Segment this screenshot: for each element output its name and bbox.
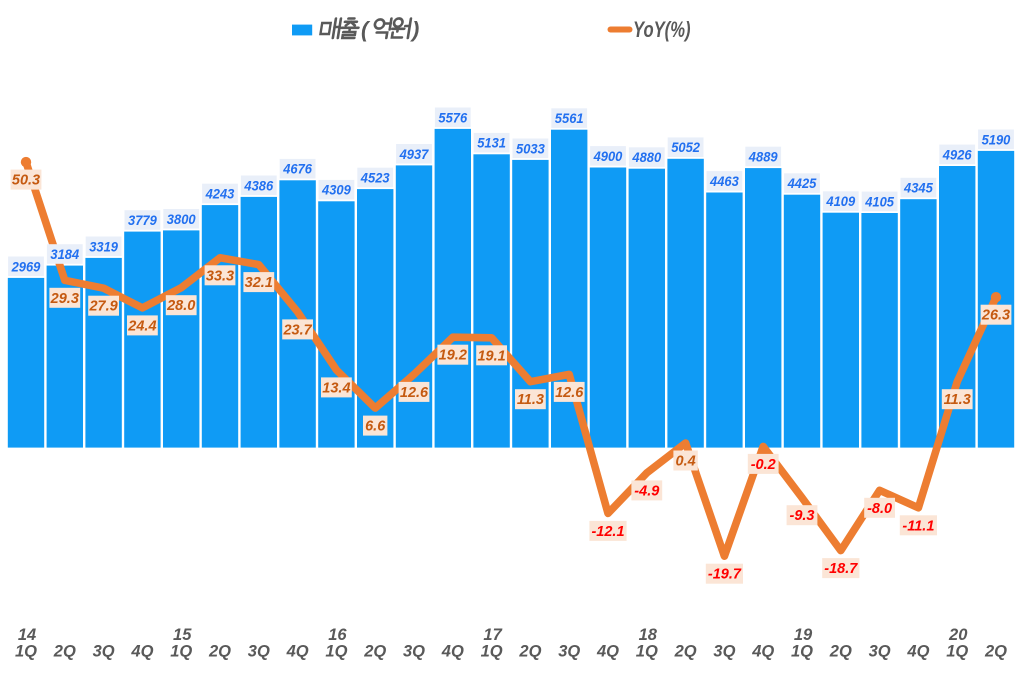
svg-text:16: 16 [328,626,347,644]
svg-text:4926: 4926 [942,146,972,162]
svg-text:-8.0: -8.0 [867,501,892,517]
svg-text:4880: 4880 [631,149,661,165]
svg-text:4Q: 4Q [906,643,929,661]
svg-text:4523: 4523 [360,170,390,186]
svg-text:4463: 4463 [709,173,739,189]
svg-text:3800: 3800 [167,211,196,227]
svg-text:32.1: 32.1 [245,275,273,291]
svg-text:-4.9: -4.9 [634,483,659,499]
svg-text:3Q: 3Q [93,643,115,661]
svg-text:3779: 3779 [128,212,157,228]
svg-text:19.2: 19.2 [439,348,467,364]
svg-text:18: 18 [639,626,658,644]
svg-text:-11.1: -11.1 [902,518,934,534]
svg-text:4937: 4937 [399,146,430,162]
svg-text:4345: 4345 [903,180,933,196]
svg-text:28.0: 28.0 [166,298,195,314]
svg-text:1Q: 1Q [15,643,37,661]
svg-text:3Q: 3Q [558,643,580,661]
svg-text:5033: 5033 [516,140,545,156]
svg-text:2969: 2969 [11,258,41,274]
svg-text:23.7: 23.7 [282,322,312,338]
svg-text:4309: 4309 [321,182,351,198]
svg-text:4676: 4676 [282,161,312,177]
svg-text:YoY(%): YoY(%) [633,17,691,42]
svg-text:-19.7: -19.7 [708,567,742,583]
svg-text:1Q: 1Q [946,643,968,661]
svg-text:3Q: 3Q [248,643,270,661]
svg-text:4425: 4425 [787,175,817,191]
svg-text:4Q: 4Q [441,643,464,661]
svg-text:26.3: 26.3 [981,308,1010,324]
svg-text:5131: 5131 [477,135,506,151]
svg-text:3Q: 3Q [713,643,735,661]
svg-text:13.4: 13.4 [322,380,350,396]
svg-text:1Q: 1Q [481,643,503,661]
svg-text:2Q: 2Q [518,643,541,661]
svg-text:2Q: 2Q [208,643,231,661]
svg-text:1Q: 1Q [636,643,658,661]
svg-text:-18.7: -18.7 [824,561,858,577]
svg-text:27.9: 27.9 [88,299,117,315]
svg-text:-12.1: -12.1 [591,524,624,540]
svg-text:5190: 5190 [982,131,1011,147]
svg-text:1Q: 1Q [170,643,192,661]
svg-text:3Q: 3Q [403,643,425,661]
svg-text:5052: 5052 [671,139,700,155]
svg-text:5561: 5561 [555,110,584,126]
svg-text:19.1: 19.1 [477,348,505,364]
svg-text:14: 14 [18,626,36,644]
svg-text:1Q: 1Q [325,643,347,661]
svg-text:15: 15 [173,626,192,644]
svg-text:4Q: 4Q [751,643,774,661]
svg-text:4Q: 4Q [596,643,619,661]
svg-text:50.3: 50.3 [12,173,40,189]
svg-text:4Q: 4Q [286,643,309,661]
svg-text:19: 19 [794,626,813,644]
svg-text:-9.3: -9.3 [790,508,815,524]
svg-text:5576: 5576 [438,109,467,125]
svg-text:2Q: 2Q [674,643,697,661]
svg-text:2Q: 2Q [363,643,386,661]
svg-text:4243: 4243 [205,186,235,202]
svg-text:29.3: 29.3 [50,291,79,307]
svg-text:2Q: 2Q [53,643,76,661]
svg-text:1Q: 1Q [791,643,813,661]
svg-text:-0.2: -0.2 [751,457,776,473]
svg-text:3319: 3319 [89,238,118,254]
svg-text:0.4: 0.4 [676,454,696,470]
svg-text:12.6: 12.6 [400,385,429,401]
svg-text:4109: 4109 [825,193,855,209]
svg-text:17: 17 [483,626,502,644]
svg-text:4Q: 4Q [130,643,153,661]
svg-text:11.3: 11.3 [944,392,971,408]
svg-text:6.6: 6.6 [365,419,386,435]
svg-text:3184: 3184 [50,246,79,262]
svg-text:4900: 4900 [593,148,623,164]
svg-text:4889: 4889 [748,149,778,165]
svg-text:2Q: 2Q [829,643,852,661]
svg-text:2Q: 2Q [984,643,1007,661]
svg-text:33.3: 33.3 [206,268,234,284]
svg-text:3Q: 3Q [869,643,891,661]
svg-text:4386: 4386 [243,177,273,193]
svg-text:24.4: 24.4 [127,318,156,334]
svg-text:11.3: 11.3 [517,392,544,408]
svg-text:12.6: 12.6 [555,385,584,401]
svg-text:20: 20 [948,626,968,644]
svg-text:4105: 4105 [864,193,894,209]
svg-text:): ) [410,17,419,42]
